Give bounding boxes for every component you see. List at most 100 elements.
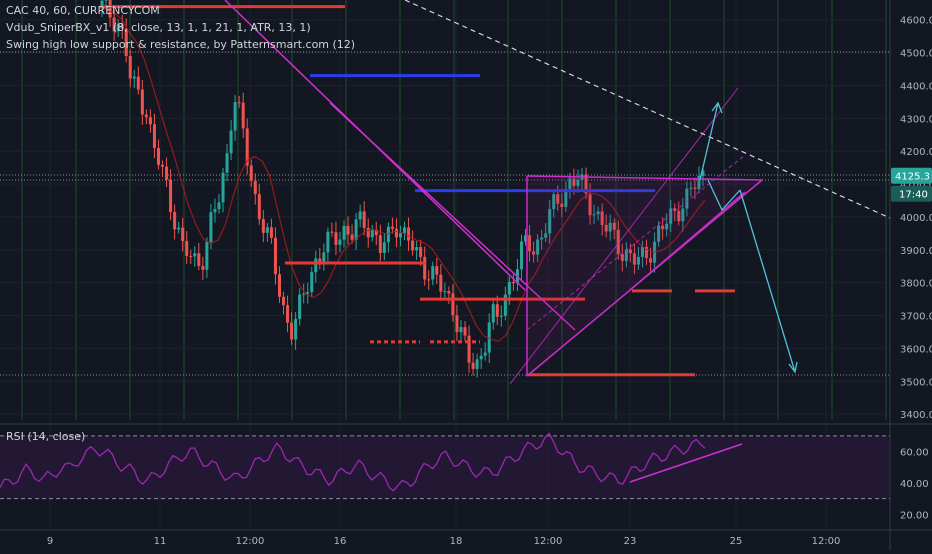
candle-body (221, 172, 225, 203)
candle-body (205, 241, 209, 270)
candle-body (286, 305, 290, 323)
rsi-label[interactable]: RSI (14, close) (6, 430, 86, 443)
candle-body (366, 227, 370, 238)
time-tick-label: 11 (154, 536, 167, 547)
candle-body (435, 266, 439, 275)
price-tick-label: 4200.0 (900, 147, 932, 158)
candle-body (132, 76, 136, 79)
candle-body (524, 235, 528, 242)
candle-body (600, 211, 604, 226)
candle-body (169, 179, 173, 212)
candle-body (689, 187, 693, 189)
candle-body (677, 210, 681, 222)
candle-body (511, 281, 515, 284)
candle-body (350, 234, 354, 240)
candle-body (479, 355, 483, 360)
candle-body (576, 179, 580, 187)
candle-body (459, 327, 463, 333)
candle-body (217, 202, 221, 210)
candle-body (104, 0, 108, 1)
candle-body (487, 322, 491, 353)
time-tick-label: 18 (450, 536, 463, 547)
candle-body (475, 359, 479, 369)
time-tick-label: 12:00 (534, 536, 563, 547)
indicator-sniperbx-label[interactable]: Vdub_SniperBX_v1 (8, close, 13, 1, 1, 21… (6, 21, 311, 34)
candle-body (382, 242, 386, 253)
candle-body (378, 235, 382, 253)
candle-body (253, 180, 257, 195)
candle-body (294, 318, 298, 340)
candle-body (548, 209, 552, 234)
countdown-label: 17:40 (899, 190, 928, 201)
candle-body (140, 89, 144, 115)
candle-body (322, 252, 326, 263)
candle-body (173, 211, 177, 230)
candle-body (257, 194, 261, 220)
candle-body (213, 209, 217, 213)
candle-body (471, 362, 475, 369)
candle-body (241, 102, 245, 129)
candle-body (463, 327, 467, 336)
candle-body (423, 256, 427, 280)
rsi-line (0, 432, 706, 492)
candle-body (519, 241, 523, 270)
indicator-swing-label[interactable]: Swing high low support & resistance, by … (6, 38, 356, 51)
candle-body (645, 246, 649, 259)
candle-body (233, 102, 237, 131)
time-tick-label: 25 (730, 536, 743, 547)
countdown-badge (891, 185, 932, 202)
candle-body (108, 0, 112, 18)
candle-body (620, 254, 624, 261)
candle-body (604, 225, 608, 232)
candle-body (144, 114, 148, 118)
candle-body (229, 130, 233, 154)
candle-body (136, 76, 140, 90)
candle-body (177, 227, 181, 230)
candle-body (394, 228, 398, 238)
candle-body (346, 225, 350, 235)
projection-up-line (699, 102, 719, 181)
candle-body (608, 222, 612, 232)
candle-body (302, 293, 306, 295)
candle-body (273, 237, 277, 275)
candle-body (415, 247, 419, 251)
triangle-top-edge (526, 175, 763, 181)
candle-body (431, 266, 435, 280)
candle-body (165, 166, 169, 180)
candle-body (536, 239, 540, 255)
candle-body (225, 153, 229, 173)
candle-body (588, 193, 592, 216)
price-tick-label: 4000.0 (900, 213, 932, 224)
candle-body (443, 291, 447, 293)
candle-body (120, 24, 124, 29)
symbol-title[interactable]: CAC 40, 60, CURRENCYCOM (6, 4, 160, 17)
candle-body (407, 227, 411, 241)
candle-body (269, 227, 273, 238)
price-tick-label: 4400.0 (900, 81, 932, 92)
candle-body (189, 255, 193, 257)
candle-body (419, 247, 423, 257)
candle-body (403, 227, 407, 234)
rsi-trendline (629, 443, 743, 483)
candle-body (665, 223, 669, 230)
candle-body (556, 194, 560, 204)
price-tick-label: 3500.0 (900, 377, 932, 388)
candle-body (362, 211, 366, 228)
candle-body (455, 315, 459, 333)
candle-body (298, 294, 302, 319)
trendline-descending-2 (329, 102, 576, 331)
candle-body (290, 322, 294, 340)
candle-body (681, 208, 685, 222)
triangle-fill (527, 176, 762, 376)
time-tick-label: 9 (47, 536, 53, 547)
price-tick-label: 4100.0 (900, 180, 932, 191)
price-tick-label: 4600.0 (900, 16, 932, 27)
channel-mid-line (526, 154, 746, 331)
candle-body (572, 178, 576, 187)
candle-body (354, 219, 358, 240)
candle-body (358, 211, 362, 220)
last-price-label: 4125.3 (895, 172, 930, 183)
candle-body (584, 174, 588, 194)
